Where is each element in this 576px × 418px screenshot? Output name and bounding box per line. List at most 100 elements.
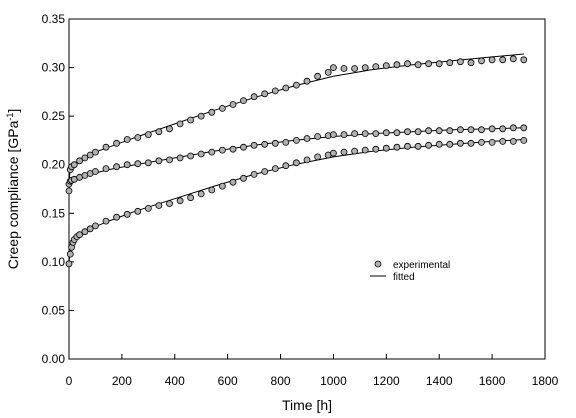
data-point-series-2 xyxy=(197,150,205,158)
data-point-series-1 xyxy=(76,157,83,165)
data-point-series-2 xyxy=(176,154,184,162)
plot-frame xyxy=(68,18,546,360)
data-point-series-3 xyxy=(314,153,322,161)
data-point-series-3 xyxy=(65,260,73,268)
data-point-series-2 xyxy=(499,125,507,133)
data-point-series-2 xyxy=(155,157,163,165)
y-tick-label: 0.30 xyxy=(42,61,66,75)
data-point-series-2 xyxy=(144,159,152,167)
y-tick-label: 0.25 xyxy=(42,109,66,123)
data-point-series-2 xyxy=(102,165,110,173)
data-point-series-2 xyxy=(520,124,528,132)
x-axis-title: Time [h] xyxy=(282,397,332,413)
data-point-series-2 xyxy=(271,139,279,147)
data-point-series-3 xyxy=(134,207,142,215)
data-point-series-3 xyxy=(92,222,99,230)
data-point-series-3 xyxy=(208,186,216,194)
data-point-series-3 xyxy=(166,200,173,208)
x-tick-label: 600 xyxy=(218,374,238,388)
data-point-series-1 xyxy=(303,77,311,85)
data-point-series-1 xyxy=(478,57,485,65)
data-point-series-3 xyxy=(271,165,279,173)
data-point-series-2 xyxy=(261,140,269,148)
data-point-series-1 xyxy=(261,90,269,98)
data-point-series-1 xyxy=(435,60,443,68)
data-point-series-3 xyxy=(261,168,269,175)
data-point-series-2 xyxy=(187,152,195,160)
data-point-series-3 xyxy=(393,143,401,151)
data-point-series-3 xyxy=(435,140,443,148)
data-point-series-2 xyxy=(488,125,496,133)
data-point-series-1 xyxy=(102,143,110,151)
y-axis-title-superscript: -1 xyxy=(5,113,15,121)
y-tick-label: 0.10 xyxy=(42,255,66,269)
data-point-series-2 xyxy=(351,130,359,138)
y-tick-label: 0.35 xyxy=(42,12,66,26)
data-point-series-3 xyxy=(197,190,205,198)
data-point-series-2 xyxy=(229,145,237,153)
data-point-series-2 xyxy=(166,156,173,164)
data-point-series-2 xyxy=(361,130,369,138)
data-point-series-1 xyxy=(250,93,258,101)
data-point-series-3 xyxy=(144,204,152,212)
data-point-series-2 xyxy=(425,127,433,135)
data-point-series-2 xyxy=(414,128,422,136)
data-point-series-2 xyxy=(478,126,485,134)
data-point-series-3 xyxy=(478,138,485,146)
data-point-series-1 xyxy=(361,64,369,71)
data-point-series-1 xyxy=(271,87,279,95)
data-point-series-2 xyxy=(250,141,258,149)
data-point-series-2 xyxy=(382,129,390,137)
data-point-series-1 xyxy=(314,72,322,80)
data-point-series-1 xyxy=(324,69,332,76)
y-tick-label: 0.00 xyxy=(42,352,66,366)
data-point-series-2 xyxy=(134,160,142,168)
y-tick-label: 0.05 xyxy=(42,303,66,317)
data-point-series-1 xyxy=(218,105,226,112)
data-point-series-2 xyxy=(435,127,443,135)
data-point-series-2 xyxy=(393,129,401,137)
data-point-series-1 xyxy=(414,61,422,69)
data-point-series-1 xyxy=(113,139,120,147)
data-point-series-3 xyxy=(102,217,110,225)
y-axis-title: Creep compliance [GPa-1] xyxy=(5,109,21,270)
fitted-line-1 xyxy=(68,53,524,190)
y-axis-ticks: 0.00 0.05 0.10 0.15 0.20 0.25 0.30 0.35 xyxy=(42,12,74,366)
data-point-series-1 xyxy=(425,60,433,68)
data-point-series-1 xyxy=(509,55,517,63)
data-point-series-1 xyxy=(292,81,300,89)
data-point-series-2 xyxy=(509,124,517,132)
data-point-series-1 xyxy=(86,151,94,159)
data-point-series-3 xyxy=(123,210,131,218)
data-point-series-2 xyxy=(329,131,337,139)
data-point-series-3 xyxy=(86,225,94,233)
data-point-series-3 xyxy=(488,138,496,146)
data-point-series-3 xyxy=(76,231,83,239)
data-point-series-3 xyxy=(176,197,184,205)
x-tick-label: 1400 xyxy=(426,374,453,388)
data-point-series-1 xyxy=(520,56,528,64)
data-point-series-1 xyxy=(65,187,73,195)
data-point-series-1 xyxy=(446,59,454,67)
data-point-series-3 xyxy=(425,141,433,149)
data-point-series-1 xyxy=(499,56,507,64)
data-point-series-1 xyxy=(197,112,205,120)
data-point-series-2 xyxy=(340,131,348,139)
data-point-series-1 xyxy=(92,148,99,156)
data-point-series-1 xyxy=(282,84,290,92)
data-point-series-3 xyxy=(372,145,380,153)
x-tick-label: 800 xyxy=(271,374,291,388)
data-point-series-1 xyxy=(351,65,359,72)
data-point-series-1 xyxy=(123,136,131,143)
data-point-series-3 xyxy=(187,194,195,202)
data-point-series-1 xyxy=(81,154,89,162)
x-axis-ticks: 0 200 400 600 800 1000 1200 1400 1600 1800 xyxy=(66,354,559,388)
data-point-series-1 xyxy=(208,108,216,116)
data-point-series-3 xyxy=(240,174,247,182)
data-point-series-3 xyxy=(351,147,359,155)
data-point-series-3 xyxy=(292,159,300,167)
data-point-series-3 xyxy=(414,142,422,150)
data-point-series-1 xyxy=(329,64,337,71)
data-point-series-3 xyxy=(520,136,528,144)
